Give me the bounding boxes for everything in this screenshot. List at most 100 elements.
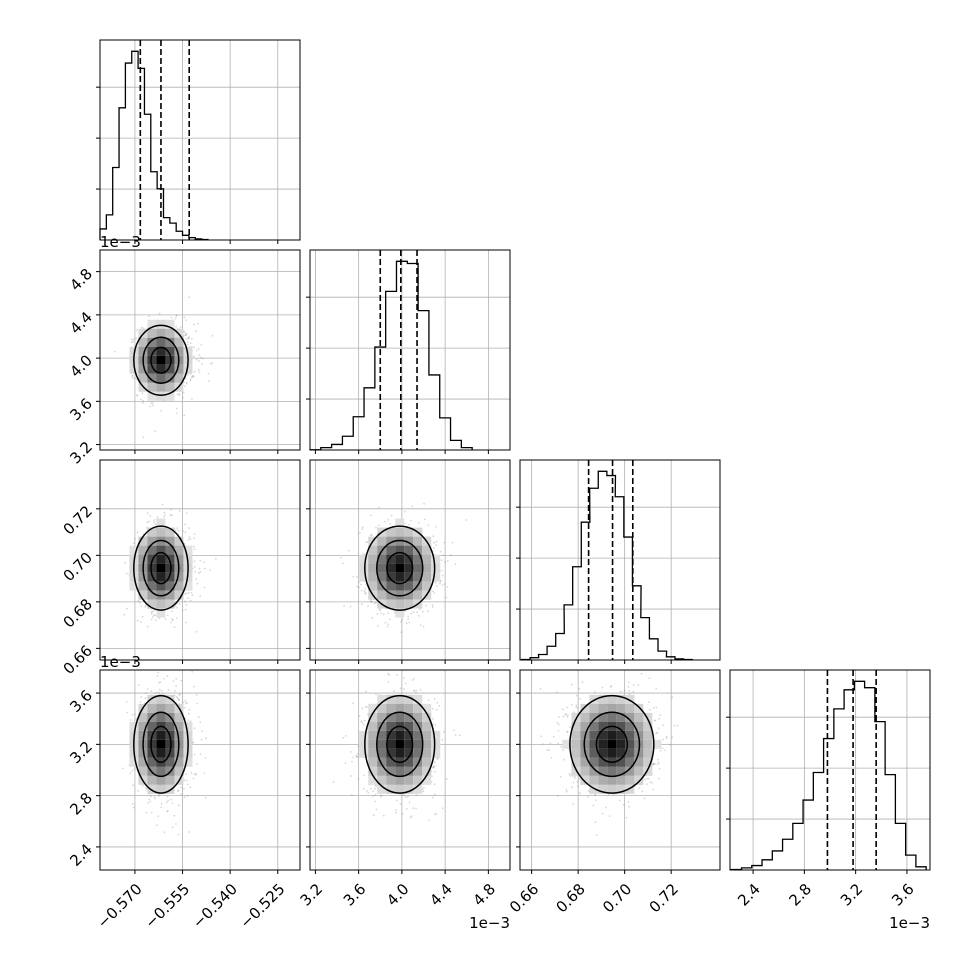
- scatter-point: [184, 531, 187, 534]
- density-cell: [174, 536, 184, 546]
- scatter-point: [395, 811, 397, 814]
- scatter-point: [195, 330, 197, 333]
- y-tick-label: 0.72: [60, 502, 96, 538]
- density-cell: [431, 572, 441, 582]
- density-cell: [368, 545, 378, 555]
- scatter-point: [349, 751, 352, 753]
- scatter-point: [193, 355, 195, 358]
- density-cell: [386, 712, 396, 722]
- scatter-point: [445, 596, 448, 599]
- density-cell: [404, 590, 414, 600]
- scatter-point: [170, 621, 173, 624]
- scatter-point: [369, 600, 372, 602]
- density-cell: [386, 775, 396, 785]
- scatter-point: [193, 346, 196, 349]
- density-cell: [165, 373, 175, 383]
- scatter-point: [356, 756, 358, 759]
- scatter-point: [400, 620, 402, 623]
- density-cell: [377, 554, 387, 564]
- contour-line: [142, 539, 180, 597]
- scatter-point: [411, 679, 414, 681]
- scatter-point: [137, 684, 140, 686]
- scatter-point: [432, 590, 434, 593]
- scatter-point: [158, 691, 160, 694]
- scatter-point: [174, 690, 176, 692]
- scatter-point: [142, 399, 144, 402]
- scatter-point: [404, 796, 407, 799]
- histogram-step: [730, 680, 927, 871]
- density-cell: [165, 739, 175, 749]
- density-cell: [165, 545, 175, 555]
- density-cell: [174, 337, 184, 347]
- scatter-point: [190, 376, 193, 378]
- scatter-point: [164, 514, 166, 516]
- density-cell: [156, 337, 166, 347]
- scatter-point: [361, 707, 364, 710]
- density-cell: [386, 581, 396, 591]
- density-cell: [147, 590, 157, 600]
- x-tick-label: 2.8: [786, 880, 816, 910]
- density-cell: [165, 775, 175, 785]
- scatter-point: [409, 816, 412, 819]
- scatter-point: [361, 528, 364, 531]
- scatter-point: [166, 614, 169, 616]
- scatter-point: [159, 681, 162, 684]
- scatter-point: [193, 548, 196, 551]
- density-panel: 0.660.680.700.72: [60, 459, 301, 678]
- scatter-point: [150, 667, 152, 669]
- scatter-point: [137, 789, 140, 792]
- density-cell: [422, 545, 432, 555]
- scatter-point: [454, 734, 457, 736]
- density-cell: [386, 536, 396, 546]
- scatter-point: [375, 693, 377, 696]
- density-cell: [156, 730, 166, 740]
- scatter-point: [405, 808, 408, 810]
- scatter-point: [178, 394, 181, 397]
- scatter-point: [189, 342, 192, 344]
- scatter-point: [406, 795, 409, 798]
- scatter-point: [399, 802, 402, 805]
- density-cell: [404, 694, 414, 704]
- scatter-point: [375, 601, 377, 604]
- scatter-point: [199, 721, 202, 724]
- scatter-point: [198, 572, 200, 575]
- scatter-point: [187, 337, 190, 340]
- density-cell: [138, 581, 148, 591]
- density-cell: [165, 391, 175, 401]
- scatter-point: [195, 358, 198, 361]
- scatter-point: [372, 790, 374, 793]
- scatter-point: [465, 519, 468, 521]
- scatter-point: [351, 760, 353, 763]
- scatter-point: [142, 402, 145, 404]
- density-cell: [147, 599, 157, 609]
- density-cell: [174, 572, 184, 582]
- scatter-point: [185, 512, 188, 514]
- density-cell: [156, 766, 166, 776]
- scatter-point: [137, 599, 140, 602]
- scatter-point: [188, 536, 191, 538]
- scatter-point: [157, 815, 160, 818]
- scatter-point: [130, 338, 133, 341]
- scatter-point: [344, 762, 347, 764]
- scatter-point: [184, 385, 187, 387]
- scatter-point: [358, 586, 360, 589]
- scatter-point: [427, 610, 429, 612]
- density-cell: [386, 545, 396, 555]
- scatter-point: [200, 344, 203, 346]
- scatter-point: [415, 807, 417, 810]
- density-cell: [147, 694, 157, 704]
- scatter-point: [178, 694, 181, 696]
- scatter-point: [149, 514, 152, 517]
- scatter-point: [187, 336, 190, 339]
- scatter-point: [132, 784, 135, 787]
- scatter-point: [192, 777, 195, 780]
- density-cell: [395, 694, 405, 704]
- scatter-point: [365, 541, 368, 544]
- scatter-point: [157, 671, 160, 674]
- scatter-point: [175, 685, 178, 687]
- density-cell: [156, 391, 166, 401]
- panel-frame: [99, 39, 301, 241]
- density-cell: [368, 563, 378, 573]
- scatter-point: [175, 315, 178, 317]
- density-cell: [147, 346, 157, 356]
